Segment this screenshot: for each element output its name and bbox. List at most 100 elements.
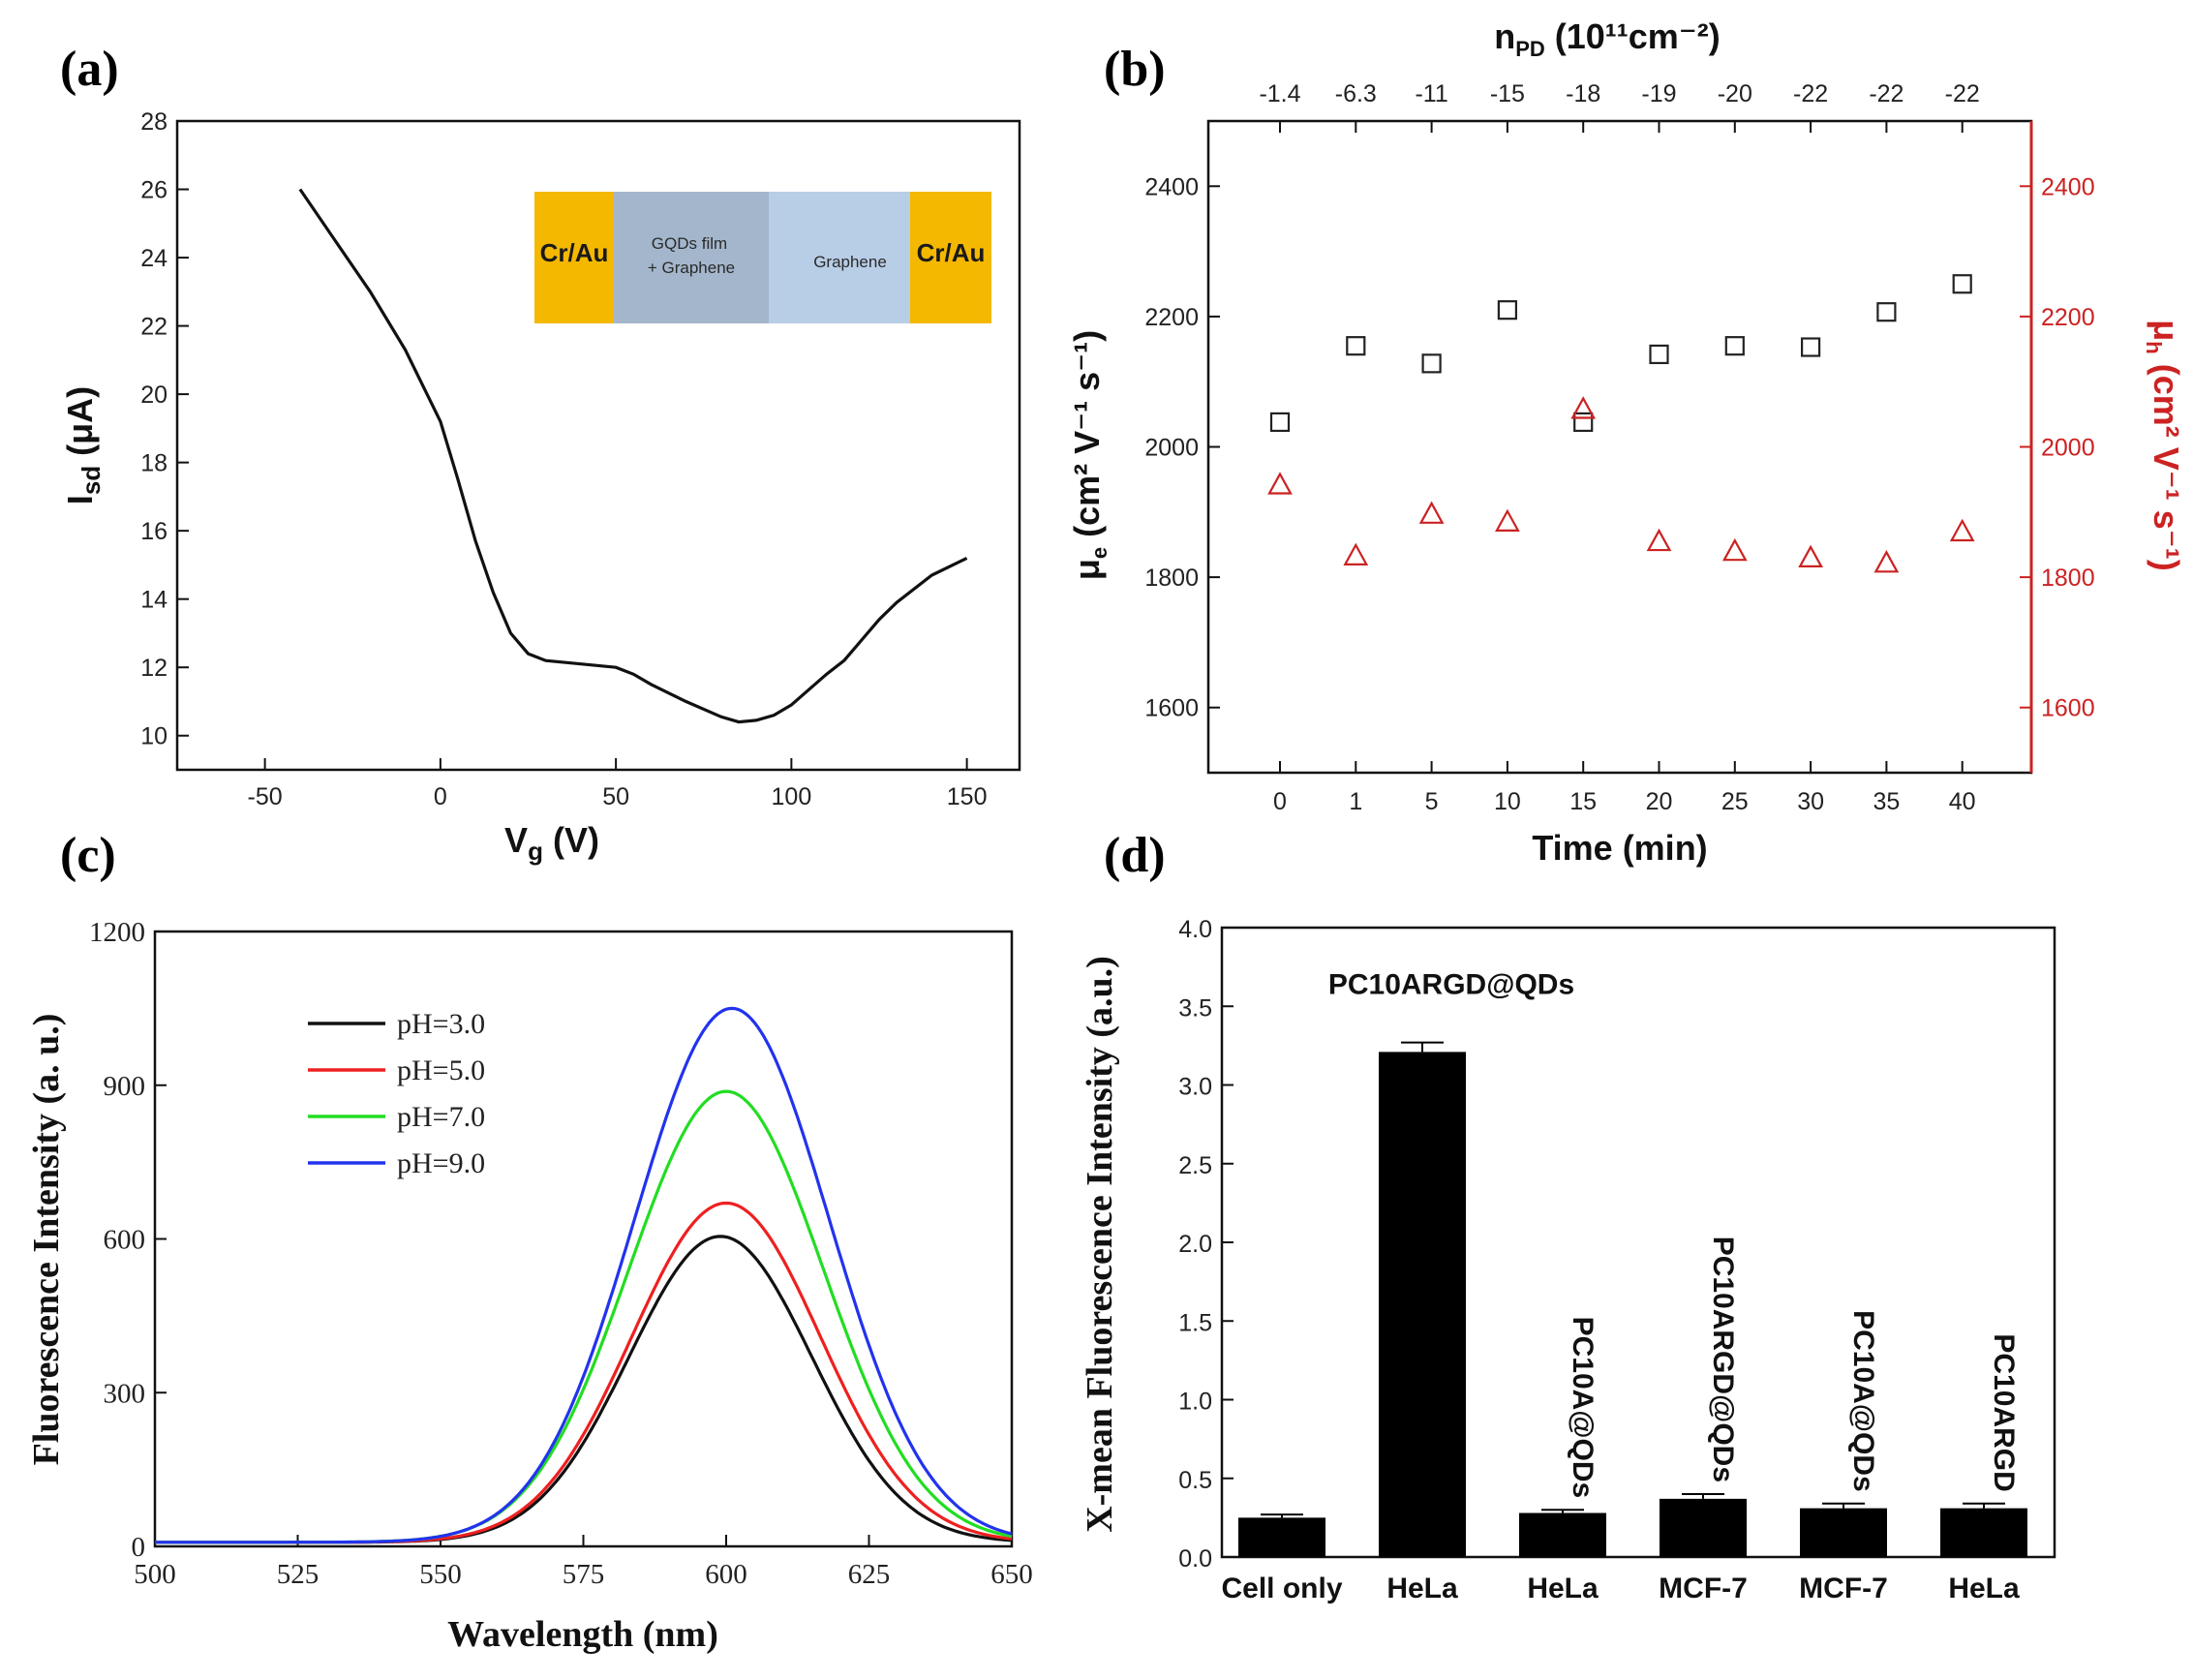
panel-b-xlabel: Time (min) (1532, 828, 1707, 868)
c-legend-label: pH=3.0 (397, 1008, 485, 1040)
b-right-tick-label: 2400 (2041, 173, 2095, 200)
b-top-tick-label: -1.4 (1259, 80, 1300, 107)
d-ytick-label: 0.0 (1178, 1545, 1212, 1573)
a-ytick-label: 28 (140, 108, 168, 136)
d-xtick-label: MCF-7 (1659, 1573, 1748, 1604)
b-top-tick-label: -22 (1945, 80, 1980, 107)
panel-c-frame (153, 930, 1014, 1548)
b-point-mu-e (1497, 300, 1518, 321)
b-point-mu-h (1873, 550, 1900, 573)
c-xtick-label: 600 (705, 1559, 747, 1590)
panel-a-frame (175, 119, 1021, 772)
d-ytick-label: 1.5 (1178, 1309, 1212, 1336)
b-xtick-label: 1 (1349, 788, 1362, 815)
b-top-tick-label: -22 (1793, 80, 1828, 107)
panel-c-xlabel: Wavelength (nm) (447, 1614, 718, 1655)
panel-b-label: (b) (1104, 42, 1166, 97)
panel-b-points (1267, 274, 1975, 573)
a-ytick-label: 10 (140, 723, 168, 750)
d-bar (1940, 1508, 2027, 1557)
inset-middle-label-2: + Graphene (648, 259, 735, 277)
d-xtick-label: HeLa (1948, 1573, 2020, 1604)
d-bar-label: PC10ARGD (1988, 1333, 2020, 1491)
inset-middle-label-1: GQDs film (652, 234, 727, 253)
a-ytick-label: 18 (140, 450, 168, 477)
d-xtick-label: MCF-7 (1799, 1573, 1888, 1604)
d-bar (1660, 1498, 1747, 1557)
inset-cr-au-right (910, 192, 991, 323)
panel-d-bar-labels: PC10ARGD@QDs PC10A@QDs PC10ARGD@QDs PC10A@Q… (1328, 969, 2020, 1499)
b-right-tick-label: 1800 (2041, 565, 2095, 592)
b-top-tick-label: -22 (1869, 80, 1904, 107)
panel-b-x-ticks: 0 1 5 10 15 20 25 30 35 40 (1273, 761, 1976, 815)
b-xtick-label: 40 (1949, 788, 1976, 815)
panel-a-ylabel: Isd (μA) (60, 386, 106, 504)
b-point-mu-e (1573, 412, 1594, 433)
a-xtick-label: 150 (947, 783, 988, 810)
b-right-tick-label: 1600 (2041, 695, 2095, 722)
d-xtick-label: Cell only (1221, 1573, 1342, 1604)
b-left-tick-label: 2000 (1144, 435, 1199, 462)
panel-d-bars (1238, 1041, 2027, 1557)
c-xtick-label: 550 (419, 1559, 462, 1590)
d-bar-label: PC10ARGD@QDs (1707, 1237, 1739, 1482)
d-bar (1519, 1512, 1606, 1557)
panel-a-x-ticks: -50 0 50 100 150 (248, 758, 988, 810)
d-ytick-label: 2.5 (1178, 1152, 1212, 1179)
inset-cr-au-left (534, 192, 614, 323)
b-left-tick-label: 2200 (1144, 304, 1199, 331)
panel-a-inset: Cr/Au GQDs film + Graphene Graphene Cr/A… (534, 192, 991, 323)
c-xtick-label: 500 (134, 1559, 176, 1590)
a-xtick-label: 0 (434, 783, 447, 810)
panel-c-x-ticks: 500 525 550 575 600 625 650 (134, 1535, 1033, 1590)
b-point-mu-e (1800, 337, 1821, 357)
b-xtick-label: 35 (1873, 788, 1900, 815)
b-point-mu-h (1570, 396, 1597, 419)
a-ytick-label: 22 (140, 314, 168, 341)
b-xtick-label: 30 (1797, 788, 1824, 815)
panel-b-left-ylabel: μe (cm² V⁻¹ s⁻¹) (1067, 330, 1112, 580)
inset-gqd-film (614, 192, 769, 323)
b-point-mu-e (1649, 344, 1669, 365)
c-xtick-label: 625 (848, 1559, 891, 1590)
b-right-tick-label: 2000 (2041, 435, 2095, 462)
panel-b-right-ylabel: μh (cm² V⁻¹ s⁻¹) (2142, 320, 2186, 571)
b-top-tick-label: -11 (1415, 80, 1447, 107)
panel-b-right-ticks: 1600 1800 2000 2200 2400 (2020, 173, 2095, 722)
b-top-tick-label: -19 (1641, 80, 1676, 107)
panel-b-top-ticks: -1.4 -6.3 -11 -15 -18 -19 -20 -22 -22 -22 (1259, 80, 1980, 133)
b-point-mu-e (1421, 353, 1442, 374)
d-ytick-label: 3.0 (1178, 1074, 1212, 1101)
b-xtick-label: 0 (1273, 788, 1287, 815)
c-legend-label: pH=7.0 (397, 1101, 485, 1133)
a-ytick-label: 20 (140, 382, 168, 409)
panel-c-legend: pH=3.0 pH=5.0 pH=7.0 pH=9.0 (308, 1008, 485, 1179)
c-series-line (155, 1089, 1013, 1544)
c-ytick-label: 300 (104, 1378, 146, 1409)
panel-c-label: (c) (60, 828, 116, 883)
d-ytick-label: 0.5 (1178, 1467, 1212, 1494)
b-point-mu-e (1952, 274, 1972, 294)
panel-a-series-line (298, 188, 968, 724)
b-left-tick-label: 2400 (1144, 173, 1199, 200)
b-point-mu-e (1724, 336, 1745, 356)
d-bar (1238, 1517, 1325, 1557)
d-bar-label: PC10ARGD@QDs (1328, 969, 1574, 1001)
c-legend-label: pH=9.0 (397, 1147, 485, 1179)
b-right-tick-label: 2200 (2041, 304, 2095, 331)
b-top-tick-label: -15 (1490, 80, 1525, 107)
a-ytick-label: 12 (140, 655, 168, 682)
panel-d-ylabel: X-mean Fluorescence Intensity (a.u.) (1080, 956, 1120, 1533)
d-xtick-label: HeLa (1527, 1573, 1599, 1604)
c-series-line (155, 1006, 1013, 1544)
c-ytick-label: 0 (132, 1532, 146, 1563)
inset-left-label: Cr/Au (540, 238, 609, 267)
b-left-tick-label: 1600 (1144, 695, 1199, 722)
panel-b-left-ticks: 1600 1800 2000 2200 2400 (1144, 173, 1220, 722)
b-top-tick-label: -20 (1718, 80, 1752, 107)
b-top-tick-label: -6.3 (1335, 80, 1377, 107)
inset-graphene-label: Graphene (813, 253, 887, 271)
panel-d-y-ticks: 0.0 0.5 1.0 1.5 2.0 2.5 3.0 3.5 4.0 (1178, 916, 1234, 1573)
inset-graphene (769, 192, 910, 323)
b-top-tick-label: -18 (1566, 80, 1600, 107)
